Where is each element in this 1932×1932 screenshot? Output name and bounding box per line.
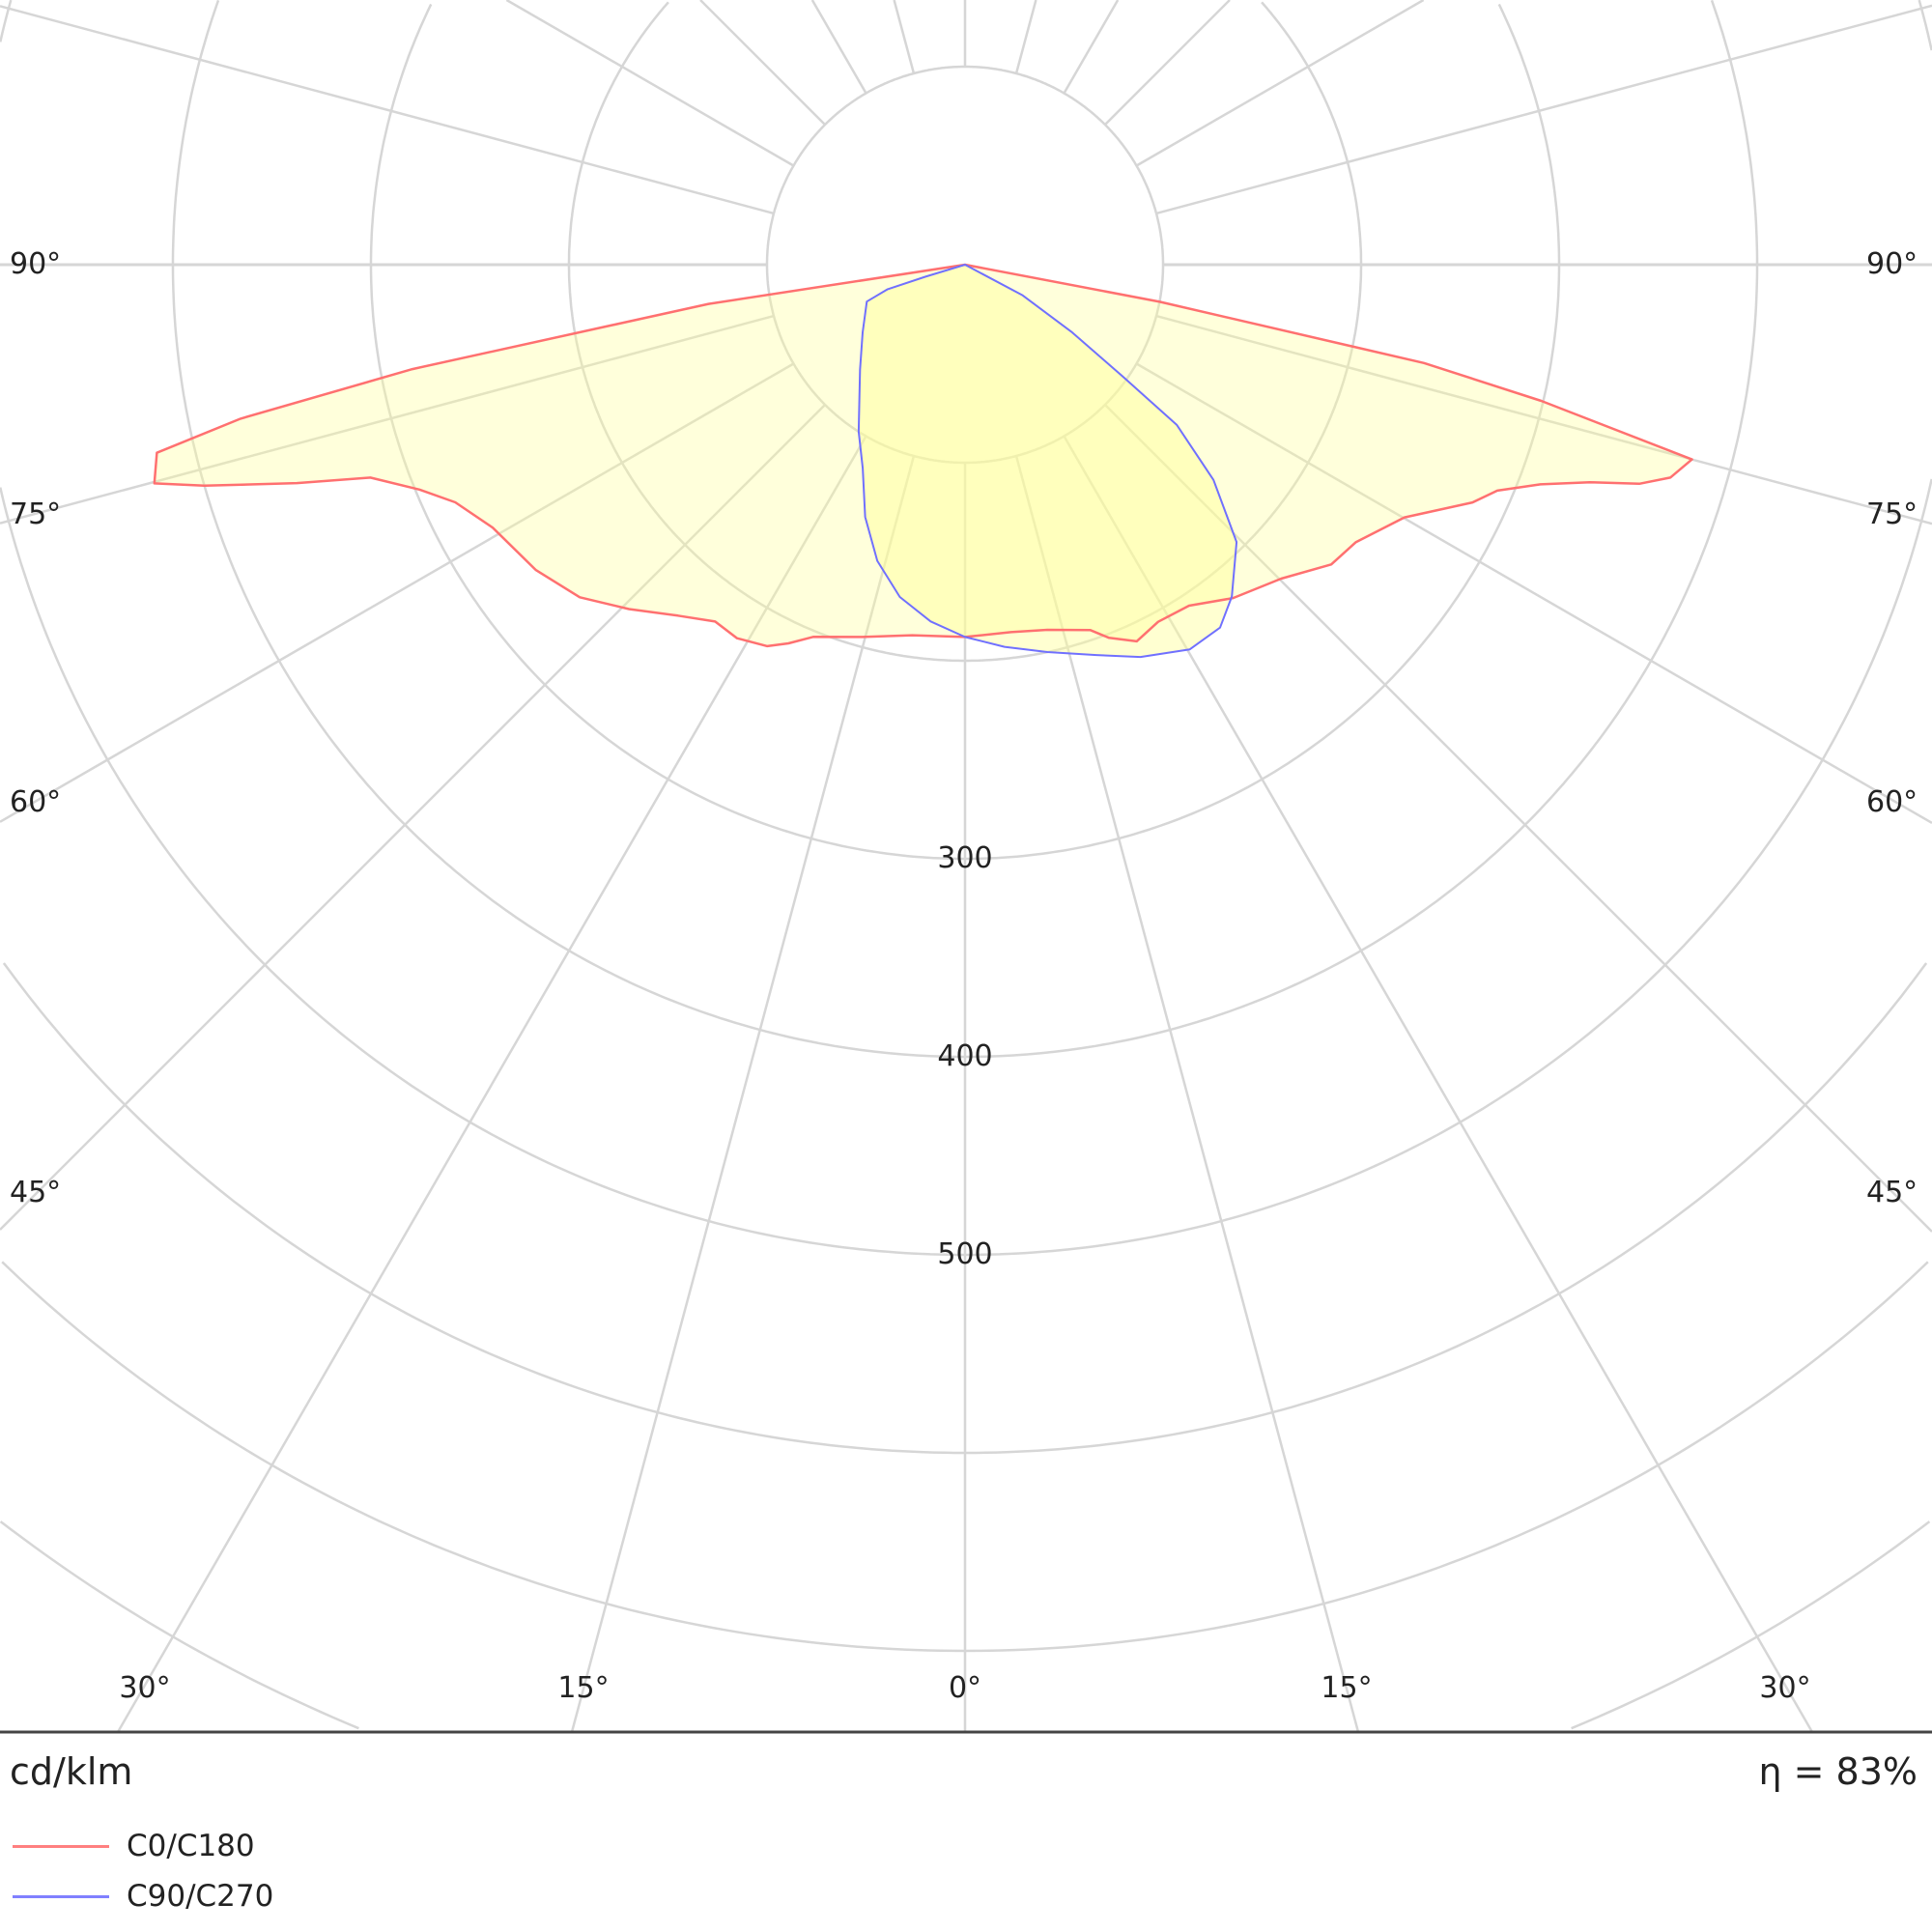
angle-label-bottom: 30° bbox=[119, 1671, 171, 1705]
grid-spoke-45 bbox=[1104, 404, 1932, 1233]
grid-ring-700 bbox=[1, 1261, 966, 1653]
grid-spoke-30 bbox=[1063, 435, 1814, 1733]
intensity-curves bbox=[153, 263, 1693, 659]
radial-tick-400: 400 bbox=[937, 1039, 993, 1073]
grid-spoke-330 bbox=[116, 435, 867, 1733]
polar-grid bbox=[0, 0, 1932, 1733]
grid-spoke-15 bbox=[1014, 455, 1360, 1733]
legend-swatch-c90-c270 bbox=[13, 1895, 109, 1898]
grid-spoke-75 bbox=[1155, 314, 1932, 526]
radial-tick-500: 500 bbox=[937, 1237, 993, 1271]
grid-spoke-300 bbox=[0, 362, 795, 823]
grid-ring-200 bbox=[567, 1, 965, 663]
grid-ring-300 bbox=[965, 3, 1561, 861]
grid-ring-500 bbox=[0, 0, 13, 43]
angle-label-left-45: 45° bbox=[10, 1176, 62, 1209]
efficiency-label: η = 83% bbox=[1758, 1750, 1918, 1793]
angle-label-left-75: 75° bbox=[10, 497, 62, 531]
grid-spoke-225 bbox=[699, 0, 826, 126]
grid-ring-500 bbox=[0, 487, 965, 1257]
grid-spoke-240 bbox=[505, 0, 795, 167]
legend-label-c0-c180: C0/C180 bbox=[127, 1829, 255, 1863]
grid-spoke-150 bbox=[1063, 0, 1120, 95]
angle-label-bottom: 15° bbox=[557, 1671, 610, 1705]
angle-label-right-60: 60° bbox=[1866, 785, 1918, 819]
grid-ring-500 bbox=[965, 478, 1932, 1257]
legend-label-c90-c270: C90/C270 bbox=[127, 1879, 274, 1914]
grid-ring-600 bbox=[965, 962, 1928, 1455]
angle-label-bottom: 15° bbox=[1321, 1671, 1373, 1705]
angle-label-right-90: 90° bbox=[1866, 247, 1918, 281]
angle-label-bottom: 0° bbox=[948, 1671, 982, 1705]
grid-ring-400 bbox=[171, 0, 965, 1059]
grid-spoke-165 bbox=[1014, 0, 1037, 74]
unit-label: cd/klm bbox=[10, 1750, 133, 1793]
angle-label-bottom: 30° bbox=[1759, 1671, 1811, 1705]
grid-ring-700 bbox=[964, 1261, 1929, 1653]
grid-spoke-285 bbox=[0, 314, 775, 525]
grid-spoke-135 bbox=[1104, 0, 1231, 126]
grid-spoke-60 bbox=[1135, 362, 1932, 825]
radial-tick-300: 300 bbox=[937, 841, 993, 875]
grid-spoke-195 bbox=[893, 0, 916, 74]
grid-spoke-315 bbox=[0, 404, 826, 1231]
grid-ring-300 bbox=[369, 3, 965, 861]
grid-spoke-120 bbox=[1135, 0, 1425, 167]
angle-label-left-60: 60° bbox=[10, 785, 62, 819]
fill-c0-c180 bbox=[154, 265, 1692, 646]
grid-spoke-345 bbox=[570, 455, 916, 1733]
grid-ring-600 bbox=[2, 962, 965, 1455]
grid-spoke-105 bbox=[1155, 4, 1932, 215]
angle-label-right-45: 45° bbox=[1866, 1176, 1918, 1209]
series-line-c90-c270 bbox=[857, 264, 1238, 659]
legend-swatch-c0-c180 bbox=[13, 1845, 109, 1848]
angle-label-right-75: 75° bbox=[1866, 497, 1918, 531]
grid-ring-400 bbox=[965, 0, 1759, 1059]
grid-spoke-255 bbox=[0, 5, 775, 215]
grid-spoke-210 bbox=[810, 0, 867, 95]
fill-c90-c270 bbox=[858, 265, 1237, 658]
angle-label-left-90: 90° bbox=[10, 247, 62, 281]
grid-ring-200 bbox=[965, 1, 1363, 663]
